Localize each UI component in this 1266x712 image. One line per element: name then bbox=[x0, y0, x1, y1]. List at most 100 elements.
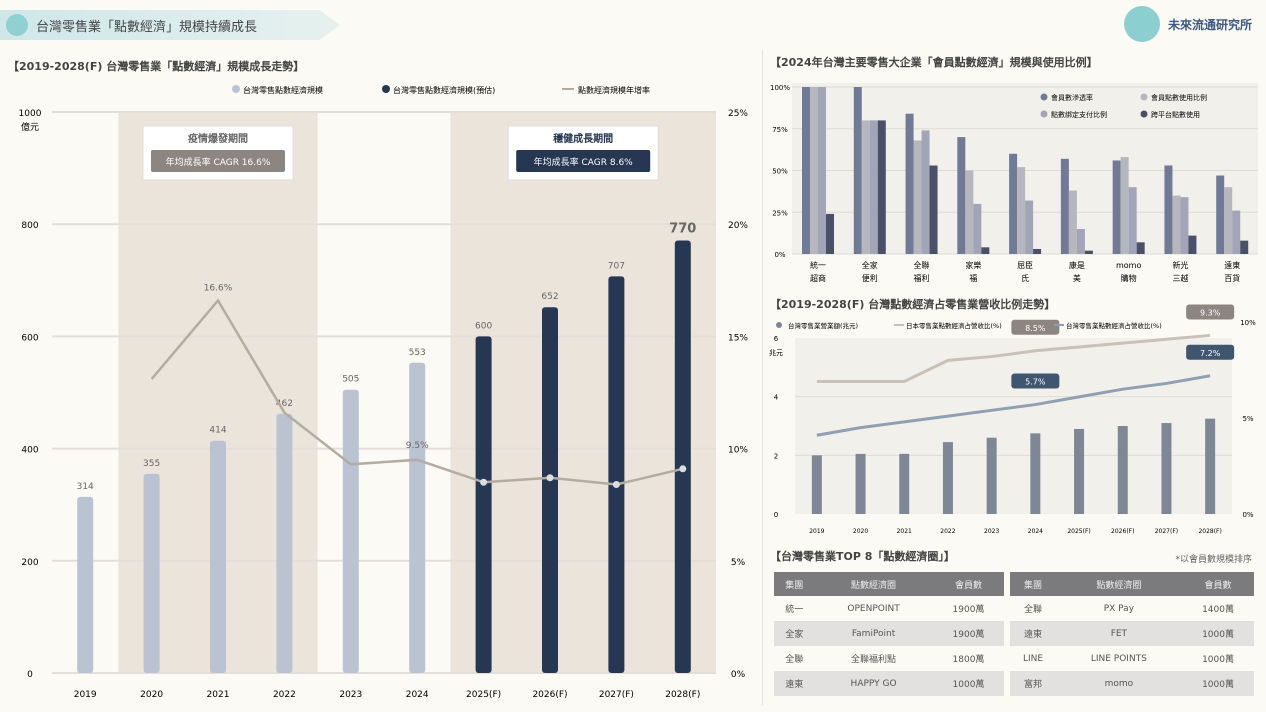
column-separator bbox=[1004, 671, 1011, 696]
bar bbox=[826, 213, 834, 254]
table-cell: FamiPoint bbox=[814, 621, 933, 646]
legend-marker bbox=[894, 324, 904, 326]
x-tick: momo bbox=[1116, 261, 1141, 270]
growth-point bbox=[480, 478, 488, 486]
x-tick: 家樂 bbox=[965, 260, 981, 270]
header-title: 台灣零售業「點數經濟」規模持續成長 bbox=[36, 19, 258, 35]
x-tick: 2024 bbox=[406, 690, 429, 700]
legend-entry: 點數經濟規模年增率 bbox=[578, 85, 650, 95]
table-cell: 富邦 bbox=[1010, 671, 1056, 696]
table-row: 統一 OPENPOINT 1900萬 全聯 PX Pay 1400萬 bbox=[774, 596, 1254, 621]
column-header: 點數經濟圈 bbox=[1055, 572, 1183, 596]
y-tick: 400 bbox=[21, 446, 38, 456]
x-tick: 康是 bbox=[1069, 260, 1085, 270]
x-tick: 2019 bbox=[74, 690, 97, 700]
bar-label: 355 bbox=[143, 459, 160, 469]
table-cell: 1000萬 bbox=[932, 671, 1005, 696]
table-cell: 全家 bbox=[774, 621, 815, 646]
growth-point bbox=[612, 481, 620, 489]
bar bbox=[905, 113, 914, 254]
bar bbox=[1017, 167, 1026, 254]
series-line bbox=[816, 374, 1211, 437]
bar bbox=[929, 165, 938, 254]
bar bbox=[409, 362, 426, 673]
x-tick: 2021 bbox=[897, 528, 912, 535]
x-tick: 三越 bbox=[1172, 273, 1188, 283]
bar bbox=[1068, 190, 1077, 254]
bar bbox=[1180, 197, 1189, 254]
legend-entry: 會員數滲透率 bbox=[1051, 93, 1093, 102]
growth-point bbox=[679, 465, 687, 473]
bar bbox=[1009, 153, 1018, 254]
table-title: 【台灣零售業TOP 8「點數經濟圈」】 bbox=[770, 550, 955, 563]
table-cell: 統一 bbox=[785, 605, 804, 615]
table-cell: 1900萬 bbox=[932, 621, 1005, 646]
column-header: 會員數 bbox=[1182, 572, 1254, 596]
bar bbox=[1136, 242, 1145, 254]
bar bbox=[342, 389, 359, 673]
bar bbox=[1025, 200, 1034, 254]
y-unit: 兆元 bbox=[769, 348, 783, 357]
bar bbox=[973, 203, 982, 254]
value-label: 9.3% bbox=[1200, 308, 1221, 317]
bar-label: 414 bbox=[209, 426, 226, 436]
bar bbox=[143, 473, 160, 673]
bar bbox=[1076, 228, 1085, 254]
section-header: 台灣零售業「點數經濟」規模持續成長 bbox=[0, 10, 340, 40]
bar bbox=[957, 137, 966, 254]
x-tick: 美 bbox=[1073, 273, 1081, 283]
column-separator bbox=[1004, 646, 1011, 671]
bar bbox=[981, 247, 990, 254]
points-table: 集團 點數經濟圈 會員數 集團 點數經濟圈 會員數 統一 OPENPOINT 1900萬 全聯 PX… bbox=[774, 572, 1254, 696]
bar bbox=[810, 87, 818, 254]
bar bbox=[210, 440, 226, 673]
value-badge bbox=[1186, 304, 1235, 320]
bar bbox=[877, 120, 886, 255]
logo-icon bbox=[1123, 6, 1160, 42]
bar bbox=[1164, 165, 1173, 254]
x-tick: 2020 bbox=[853, 528, 868, 535]
x-tick: 百貨 bbox=[1224, 273, 1240, 283]
x-tick: 2027(F) bbox=[599, 690, 634, 700]
value-label: 7.2% bbox=[1200, 349, 1221, 358]
legend-entry: 點數綁定支付比例 bbox=[1051, 110, 1107, 119]
growth-label: 9.5% bbox=[406, 441, 429, 451]
x-tick: 2026(F) bbox=[1111, 528, 1134, 535]
x-tick: 2022 bbox=[273, 690, 296, 700]
y-tick: 6 bbox=[774, 335, 779, 343]
x-tick: 2021 bbox=[207, 690, 230, 700]
x-tick: 2025(F) bbox=[1067, 528, 1090, 535]
bar bbox=[855, 453, 866, 514]
column-header: 會員數 bbox=[932, 572, 1005, 596]
period-badge bbox=[151, 150, 285, 172]
bar bbox=[1033, 248, 1042, 254]
table-cell: 1000萬 bbox=[1182, 621, 1254, 646]
table-cell: HAPPY GO bbox=[814, 671, 933, 696]
y-tick: 4 bbox=[774, 394, 779, 402]
y-tick: 0 bbox=[774, 511, 778, 519]
y2-tick: 0% bbox=[1242, 511, 1253, 519]
table-cell: LINE POINTS bbox=[1090, 653, 1147, 664]
table-cell: 全聯 bbox=[1024, 605, 1043, 615]
legend-marker bbox=[1054, 324, 1064, 326]
table-cell: LINE bbox=[1023, 653, 1044, 664]
bar bbox=[674, 240, 691, 673]
legend-marker bbox=[1140, 110, 1148, 118]
bar bbox=[802, 87, 810, 254]
bar bbox=[1172, 195, 1181, 254]
y2-tick: 15% bbox=[728, 333, 748, 343]
table-cell: 1900萬 bbox=[952, 605, 985, 615]
logo-text: 未來流通研究所 bbox=[1167, 17, 1252, 32]
bar bbox=[965, 170, 974, 254]
value-badge bbox=[1011, 319, 1060, 335]
y-tick: 0 bbox=[27, 670, 33, 680]
bar-label: 314 bbox=[77, 482, 94, 492]
bar bbox=[1188, 235, 1197, 254]
x-tick: 購物 bbox=[1121, 273, 1137, 283]
bar bbox=[1084, 250, 1093, 254]
bar bbox=[276, 413, 293, 673]
y-tick: 50% bbox=[772, 168, 788, 176]
bar-label: 462 bbox=[276, 399, 293, 409]
bar bbox=[861, 120, 870, 255]
